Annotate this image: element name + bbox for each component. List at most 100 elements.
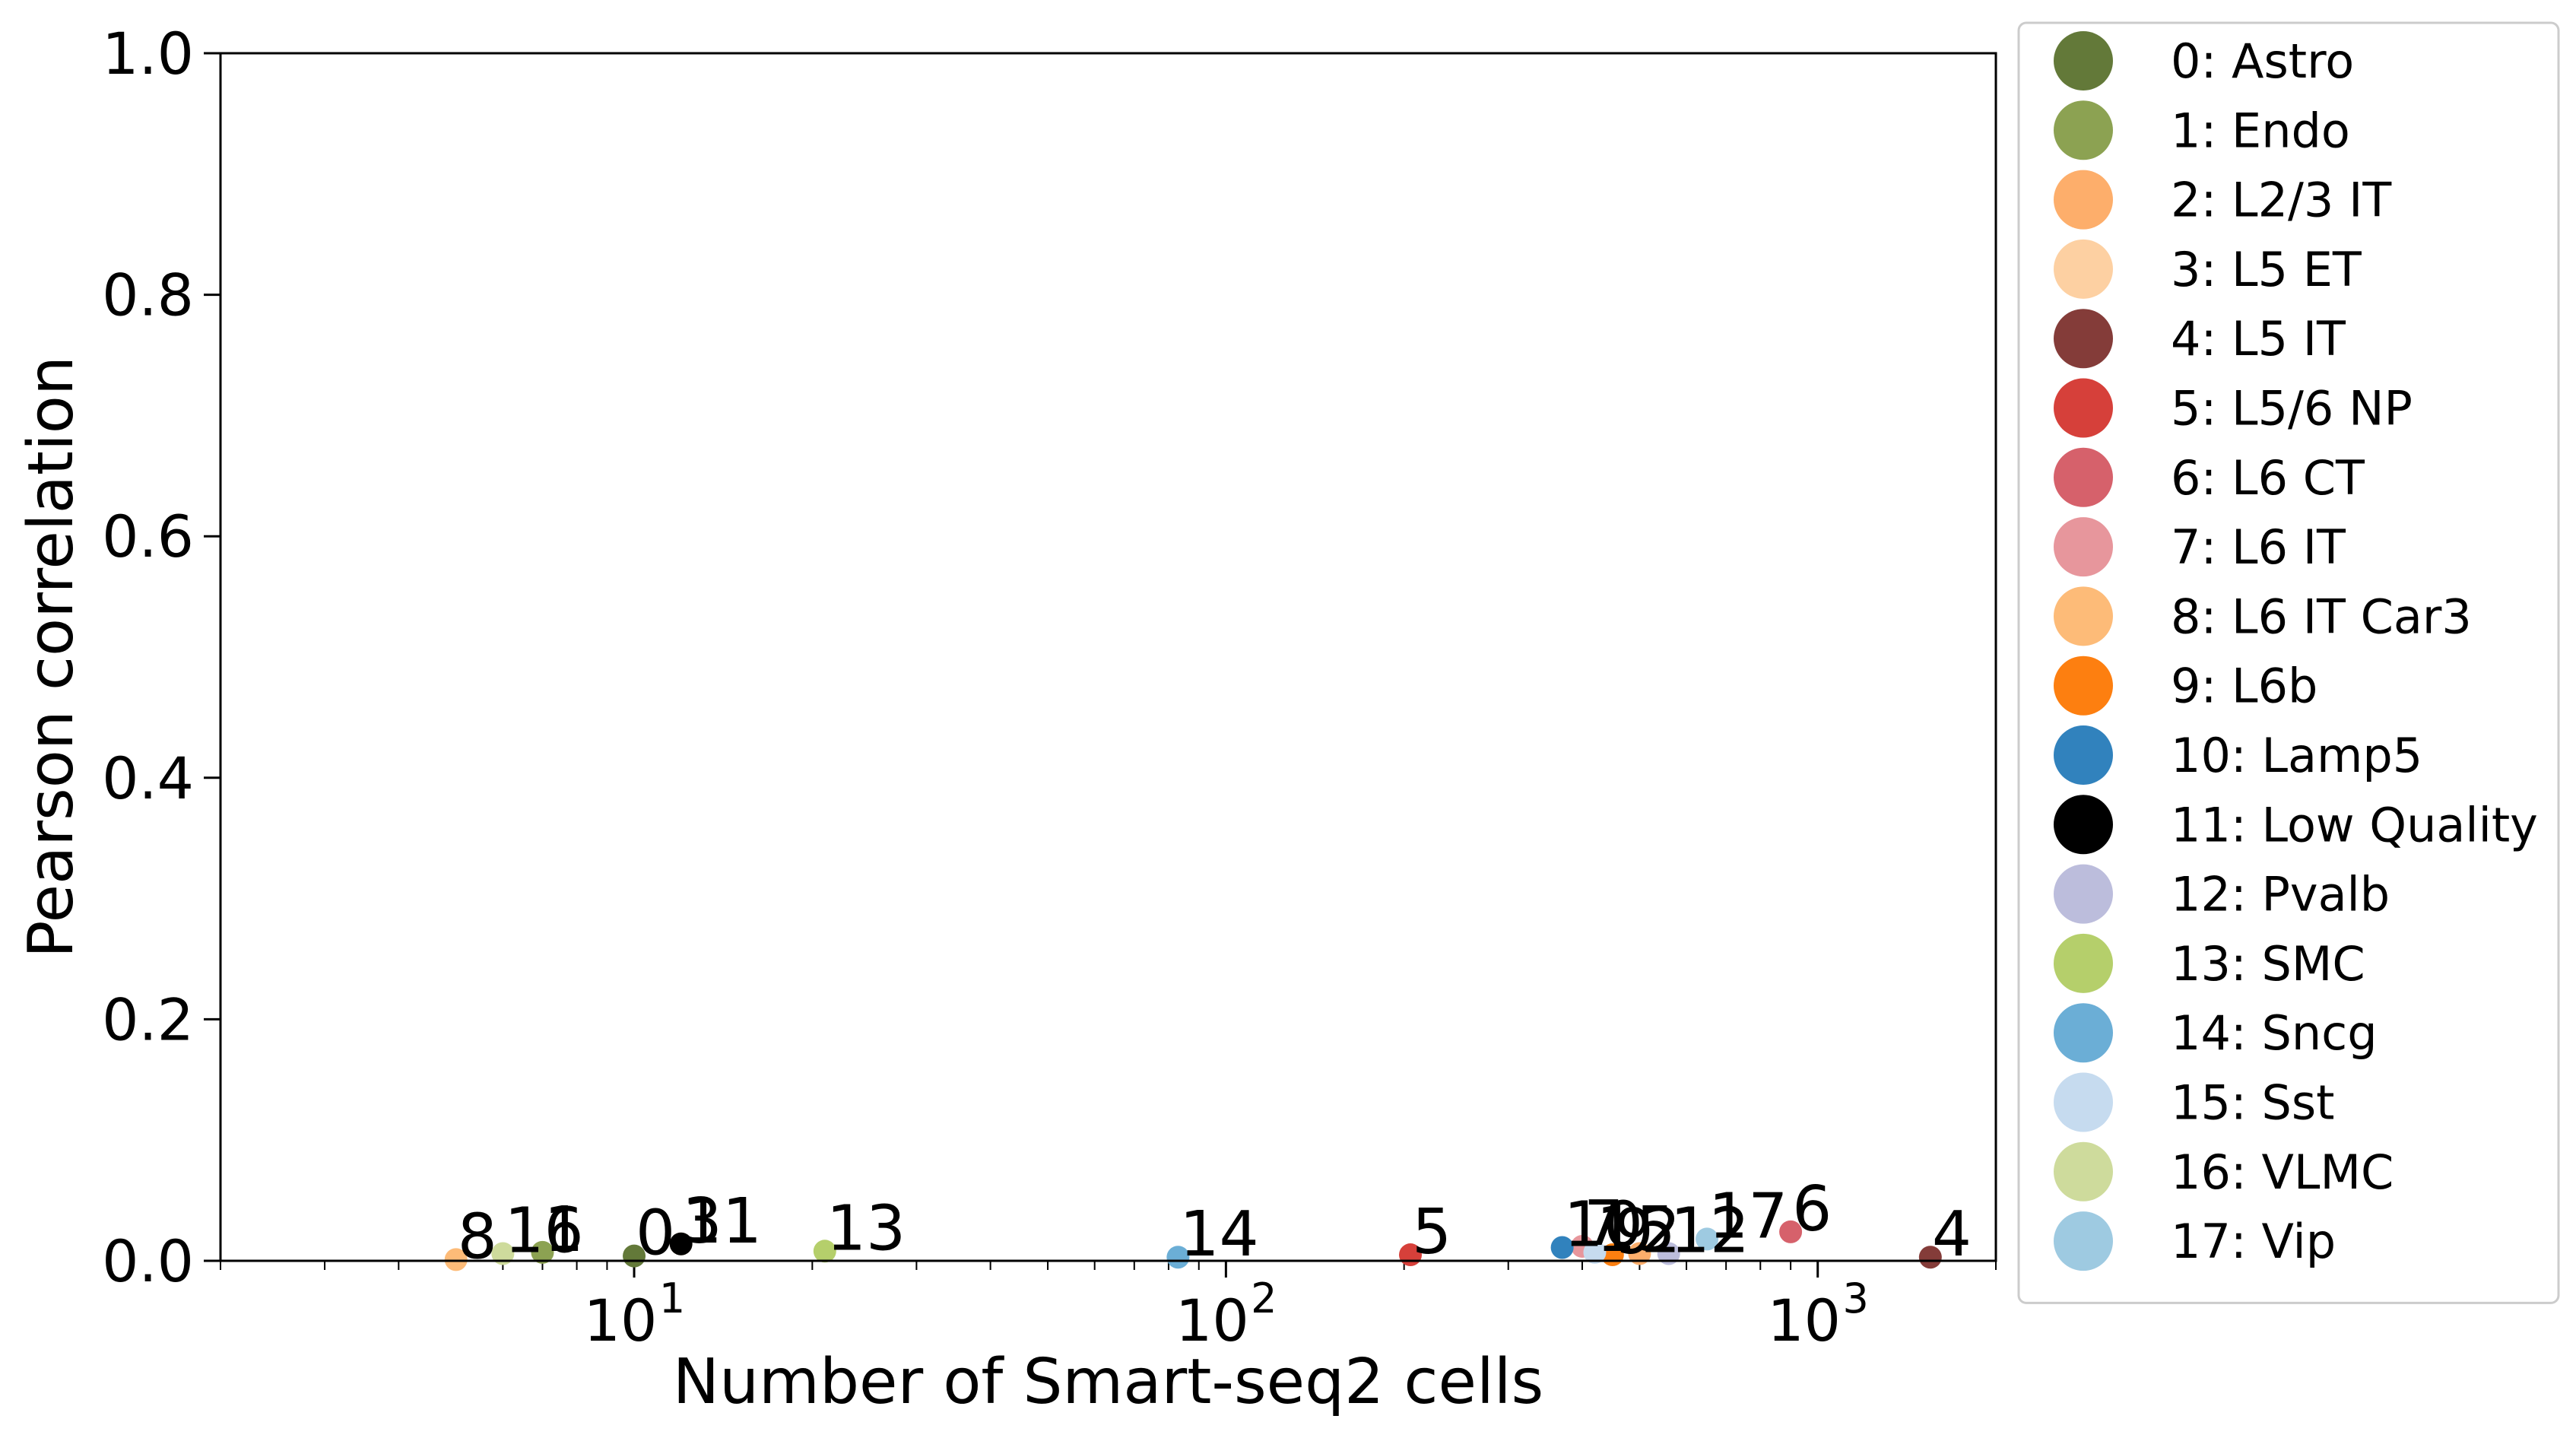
legend-marker [2054, 933, 2113, 993]
point-label-15: 15 [1596, 1194, 1675, 1266]
y-axis-title: Pearson correlation [15, 356, 87, 958]
legend-marker [2054, 447, 2113, 507]
point-label-2: 2 [1641, 1195, 1680, 1267]
legend-item-8: 8: L6 IT Car3 [2054, 586, 2472, 646]
point-label-12: 12 [1670, 1195, 1750, 1267]
legend-label: 4: L5 IT [2171, 311, 2346, 367]
legend-item-4: 4: L5 IT [2054, 309, 2346, 369]
legend-item-3: 3: L5 ET [2054, 239, 2362, 299]
legend-label: 6: L6 CT [2171, 450, 2365, 506]
point-label-11: 11 [683, 1186, 762, 1258]
legend-label: 11: Low Quality [2171, 797, 2538, 852]
legend-label: 5: L5/6 NP [2171, 381, 2413, 436]
scatter-point-12 [1657, 1242, 1680, 1265]
legend-label: 9: L6b [2171, 659, 2317, 714]
y-tick-label: 1.0 [102, 20, 194, 87]
y-tick-label: 0.4 [102, 744, 194, 812]
point-label-0: 0 [636, 1198, 675, 1270]
scatter-point-8 [444, 1248, 468, 1271]
point-label-17: 17 [1708, 1180, 1788, 1252]
point-label-8: 8 [458, 1201, 497, 1273]
point-label-3: 3 [683, 1186, 722, 1258]
legend-item-7: 7: L6 IT [2054, 517, 2346, 577]
legend-marker [2054, 1003, 2113, 1063]
legend-label: 1: Endo [2171, 103, 2350, 158]
legend-label: 8: L6 IT Car3 [2171, 589, 2472, 644]
legend-marker [2054, 1211, 2113, 1271]
scatter-point-16 [491, 1242, 515, 1265]
legend-marker [2054, 309, 2113, 369]
point-label-6: 6 [1792, 1173, 1832, 1246]
legend-label: 2: L2/3 IT [2171, 173, 2392, 228]
legend-marker [2054, 656, 2113, 716]
scatter-point-15 [1583, 1240, 1607, 1264]
scatter-point-10 [1550, 1236, 1574, 1259]
x-axis-title: Number of Smart-seq2 cells [673, 1346, 1543, 1418]
point-label-9: 9 [1614, 1196, 1654, 1268]
scatter-point-4 [1918, 1246, 1942, 1269]
legend-item-5: 5: L5/6 NP [2054, 378, 2413, 438]
point-label-5: 5 [1412, 1196, 1451, 1268]
legend-label: 14: Sncg [2171, 1005, 2378, 1061]
legend: 0: Astro 1: Endo 2: L2/3 IT 3: L5 ET 4: L5 I… [2017, 21, 2560, 1304]
x-tick-label: 10 [584, 1287, 658, 1354]
legend-label: 17: Vip [2171, 1214, 2336, 1269]
legend-marker [2054, 517, 2113, 577]
scatter-point-14 [1166, 1246, 1190, 1269]
legend-marker [2054, 1141, 2113, 1202]
point-label-4: 4 [1932, 1198, 1972, 1271]
scatter-point-11 [669, 1232, 693, 1255]
legend-label: 12: Pvalb [2171, 867, 2390, 922]
legend-label: 0: Astro [2171, 33, 2354, 89]
legend-item-13: 13: SMC [2054, 933, 2365, 993]
legend-item-14: 14: Sncg [2054, 1003, 2378, 1063]
x-tick-label: 10 [1175, 1287, 1249, 1354]
legend-item-11: 11: Low Quality [2054, 795, 2538, 855]
legend-label: 3: L5 ET [2171, 242, 2362, 297]
legend-marker [2054, 864, 2113, 924]
legend-item-1: 1: Endo [2054, 100, 2350, 160]
scatter-point-1 [531, 1240, 554, 1264]
legend-marker [2054, 1072, 2113, 1132]
x-tick-exponent: 1 [659, 1275, 685, 1322]
legend-label: 13: SMC [2171, 936, 2365, 992]
legend-marker [2054, 795, 2113, 855]
legend-item-9: 9: L6b [2054, 656, 2317, 716]
legend-marker [2054, 170, 2113, 230]
legend-marker [2054, 100, 2113, 160]
y-tick-label: 0.8 [102, 262, 194, 329]
scatter-point-13 [813, 1240, 836, 1263]
legend-item-6: 6: L6 CT [2054, 447, 2365, 507]
point-label-13: 13 [826, 1192, 906, 1265]
axes-layer: 10 1 10 2 10 30.00.20.40.60.81.0 [102, 20, 1997, 1354]
legend-item-17: 17: Vip [2054, 1211, 2336, 1271]
legend-marker [2054, 725, 2113, 785]
point-label-10: 10 [1564, 1189, 1643, 1262]
legend-label: 10: Lamp5 [2171, 728, 2422, 783]
legend-label: 16: VLMC [2171, 1144, 2394, 1200]
legend-label: 7: L6 IT [2171, 519, 2346, 575]
scatter-point-6 [1779, 1220, 1803, 1243]
legend-item-12: 12: Pvalb [2054, 864, 2390, 924]
legend-item-2: 2: L2/3 IT [2054, 170, 2392, 230]
y-tick-label: 0.2 [102, 986, 194, 1053]
y-tick-label: 0.0 [102, 1227, 194, 1295]
legend-marker [2054, 31, 2113, 90]
legend-item-15: 15: Sst [2054, 1072, 2334, 1132]
y-tick-label: 0.6 [102, 503, 194, 570]
legend-label: 15: Sst [2171, 1075, 2334, 1131]
plot-area-frame [219, 52, 1997, 1262]
legend-item-10: 10: Lamp5 [2054, 725, 2422, 785]
x-tick-exponent: 3 [1843, 1275, 1869, 1322]
point-label-7: 7 [1584, 1188, 1623, 1260]
scatter-point-2 [1628, 1242, 1651, 1265]
legend-marker [2054, 239, 2113, 299]
point-label-16: 16 [504, 1195, 583, 1267]
scatter-point-17 [1696, 1227, 1719, 1251]
x-tick-exponent: 2 [1251, 1275, 1277, 1322]
legend-items: 0: Astro 1: Endo 2: L2/3 IT 3: L5 ET 4: L5 I… [2054, 31, 2538, 1271]
point-label-1: 1 [544, 1194, 583, 1266]
legend-item-16: 16: VLMC [2054, 1141, 2394, 1202]
